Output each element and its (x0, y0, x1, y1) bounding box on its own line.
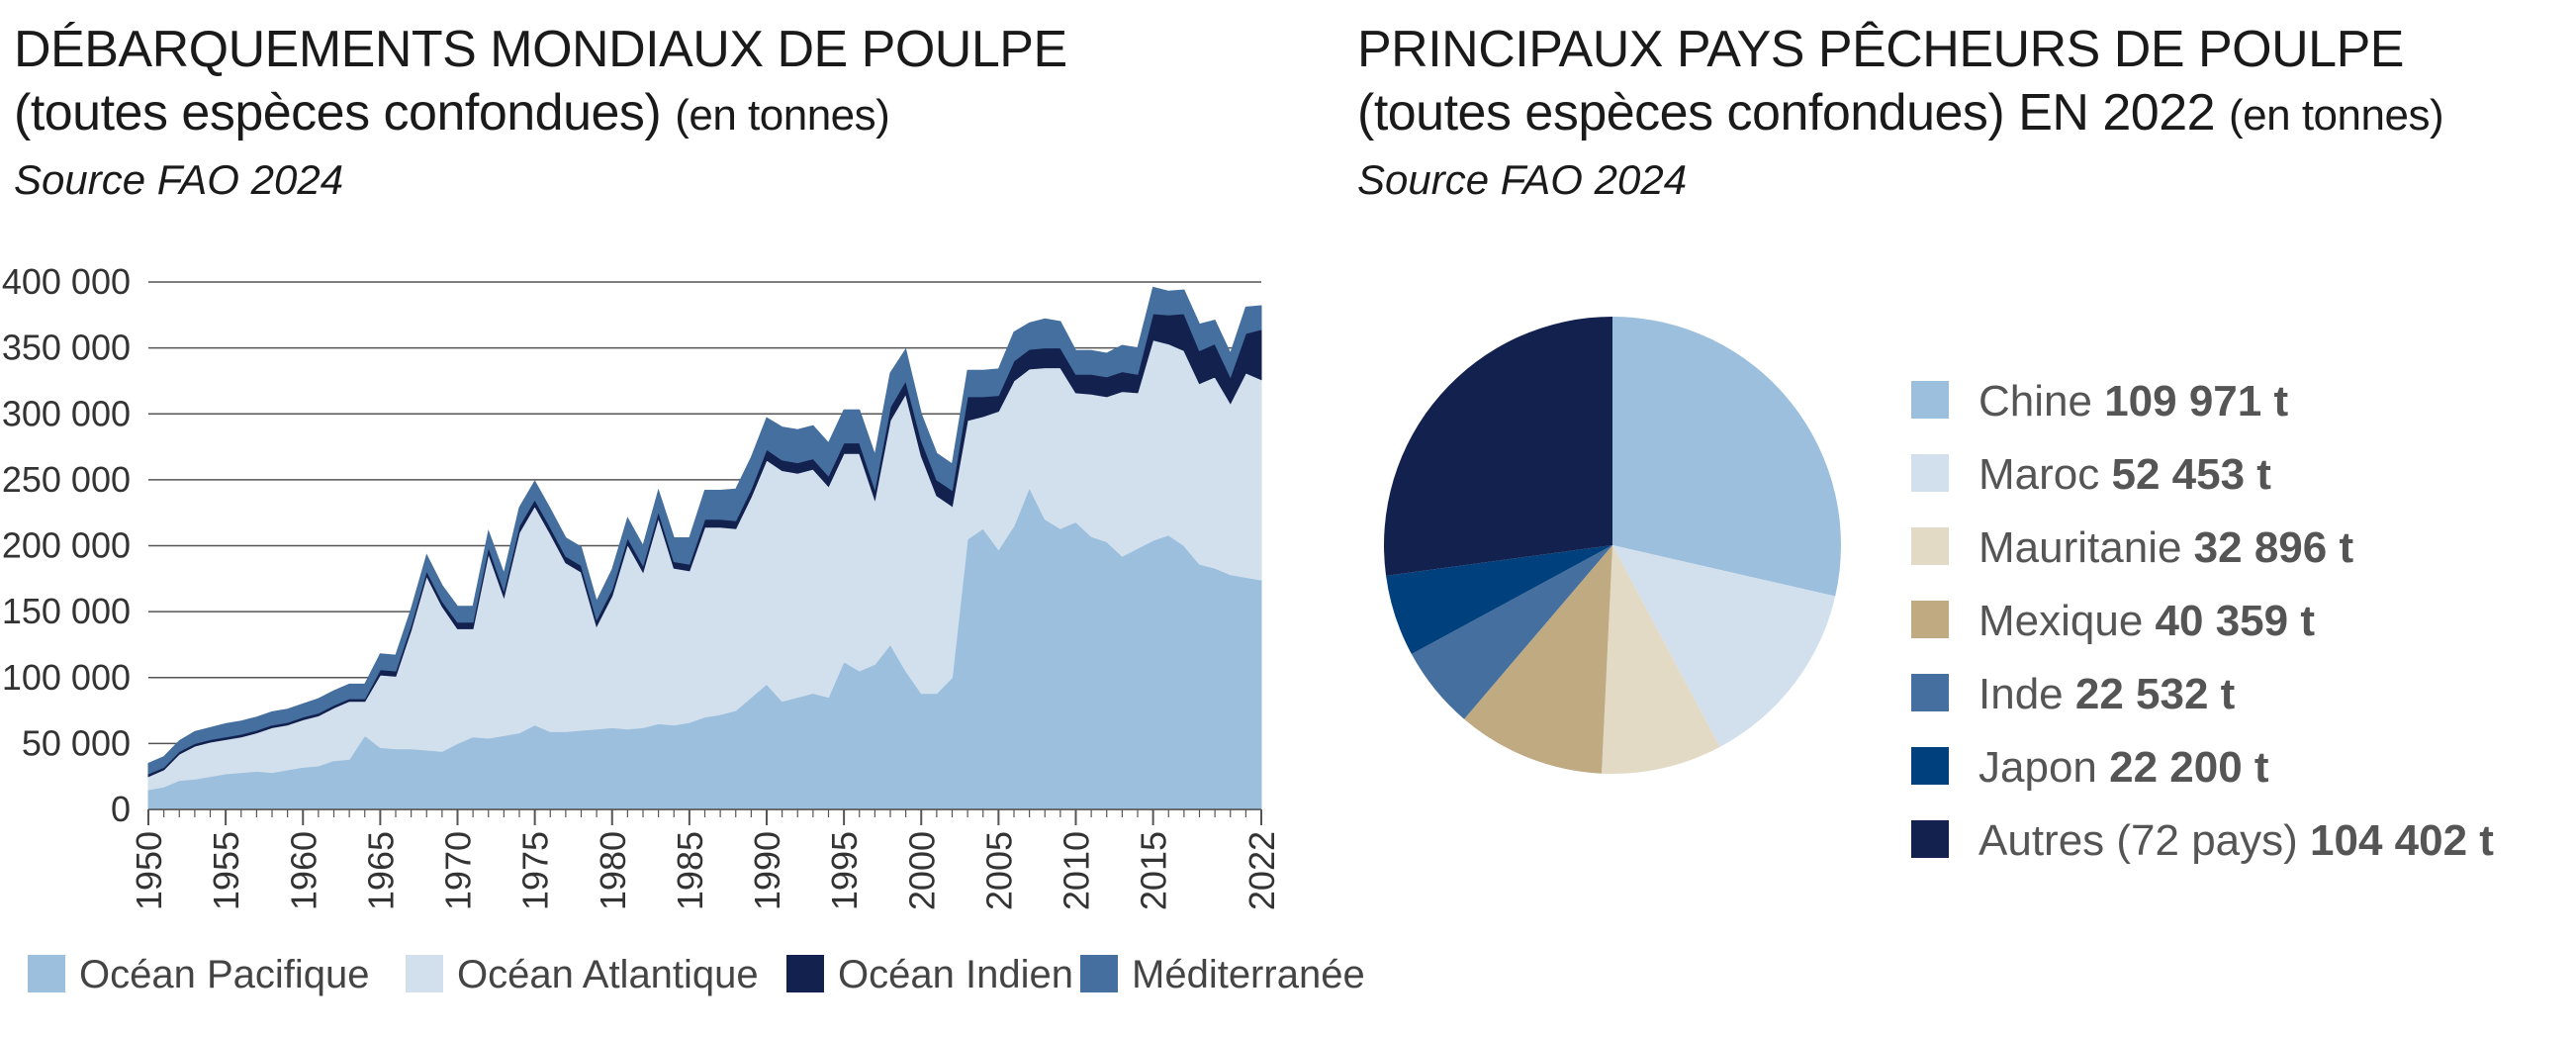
x-tick-label: 1970 (438, 831, 479, 910)
pie-legend-swatch (1911, 820, 1949, 858)
pie-legend-label: Autres (72 pays) 104 402 t (1978, 816, 2494, 865)
pie-slice-7 (1384, 317, 1612, 576)
pie-slice-4 (1464, 545, 1612, 774)
pie-legend-name: Mauritanie (1978, 523, 2194, 572)
area-series-4 (147, 286, 1262, 775)
pie-slice-6 (1386, 545, 1612, 655)
right-chart-title: PRINCIPAUX PAYS PÊCHEURS DE POULPE (tout… (1357, 18, 2444, 147)
y-tick-label: 150 000 (2, 591, 131, 631)
right-title-line1: PRINCIPAUX PAYS PÊCHEURS DE POULPE (1357, 21, 2404, 78)
pie-slice-5 (1411, 545, 1612, 719)
x-tick-label: 1975 (515, 831, 556, 910)
pie-legend-swatch (1911, 381, 1949, 419)
pie-legend-label: Japon 22 200 t (1978, 743, 2269, 792)
right-title-species: (toutes espèces confondues) EN 2022 (1357, 84, 2216, 141)
area-chart: 0 50 000 100 000 150 000 200 000 250 000 300 0… (2, 261, 1282, 910)
x-tick-label: 1965 (360, 831, 401, 910)
x-tick-label: 2005 (978, 831, 1019, 910)
pie-legend-name: Autres (72 pays) (1978, 816, 2310, 865)
right-source: Source FAO 2024 (1357, 156, 1688, 203)
y-tick-label: 200 000 (2, 525, 131, 566)
x-tick-label: 1985 (670, 831, 710, 910)
pie-legend-name: Inde (1978, 670, 2075, 718)
pie-chart (1384, 317, 1842, 775)
pie-legend-name: Chine (1978, 377, 2104, 425)
pie-legend-value: 52 453 t (2111, 450, 2271, 499)
x-tick-label: 2010 (1057, 831, 1097, 910)
pie-legend-name: Japon (1978, 743, 2109, 792)
x-tick-label: 1995 (824, 831, 865, 910)
left-chart-title: DÉBARQUEMENTS MONDIAUX DE POULPE (toutes… (14, 18, 1067, 147)
pie-legend-value: 22 532 t (2075, 670, 2236, 718)
x-tick-label: 1980 (593, 831, 633, 910)
x-tick-label: 2022 (1242, 831, 1282, 910)
right-title-unit: (en tonnes) (2229, 91, 2444, 140)
pie-legend-value: 40 359 t (2156, 597, 2316, 645)
pie-legend-label: Mauritanie 32 896 t (1978, 523, 2353, 572)
y-tick-label: 0 (111, 789, 131, 829)
y-tick-label: 250 000 (2, 459, 131, 500)
pie-legend-value: 22 200 t (2109, 743, 2269, 792)
x-tick-label: 1990 (747, 831, 787, 910)
pie-legend-value: 32 896 t (2194, 523, 2354, 572)
y-tick-label: 350 000 (2, 328, 131, 368)
pie-slice-1 (1612, 317, 1842, 597)
left-title-unit: (en tonnes) (675, 91, 890, 140)
pie-legend-name: Maroc (1978, 450, 2111, 499)
legend-label: Océan Atlantique (457, 953, 759, 996)
legend-label: Océan Indien (838, 953, 1073, 996)
pie-legend-label: Inde 22 532 t (1978, 670, 2236, 718)
x-tick-label: 1955 (206, 831, 246, 910)
x-tick-label: 2015 (1134, 831, 1174, 910)
pie-legend-label: Chine 109 971 t (1978, 377, 2288, 425)
pie-legend-swatch (1911, 747, 1949, 785)
legend-swatch (786, 955, 824, 992)
legend-swatch (1080, 955, 1118, 992)
right-title-line2: (toutes espèces confondues) EN 2022 (en … (1357, 81, 2444, 147)
y-tick-label: 50 000 (22, 722, 131, 763)
left-title-species: (toutes espèces confondues) (14, 84, 662, 141)
pie-legend-value: 109 971 t (2104, 377, 2288, 425)
pie-legend-label: Maroc 52 453 t (1978, 450, 2271, 499)
y-tick-label: 400 000 (2, 261, 131, 302)
legend-swatch (28, 955, 65, 992)
legend-swatch (406, 955, 443, 992)
pie-chart-legend: Chine 109 971 t Maroc 52 453 t Mauritanie … (1911, 377, 2494, 865)
left-title-line2: (toutes espèces confondues) (en tonnes) (14, 81, 1067, 147)
left-source: Source FAO 2024 (14, 156, 344, 203)
pie-slice-2 (1612, 545, 1836, 747)
y-tick-label: 300 000 (2, 393, 131, 433)
legend-label: Méditerranée (1132, 953, 1365, 996)
pie-legend-swatch (1911, 527, 1949, 565)
pie-legend-label: Mexique 40 359 t (1978, 597, 2315, 645)
x-tick-label: 1960 (283, 831, 323, 910)
pie-legend-name: Mexique (1978, 597, 2156, 645)
area-chart-legend: Océan Pacifique Océan Atlantique Océan Ind… (28, 953, 1365, 996)
pie-slice-3 (1602, 545, 1720, 775)
pie-legend-value: 104 402 t (2310, 816, 2494, 865)
left-title-line1: DÉBARQUEMENTS MONDIAUX DE POULPE (14, 21, 1067, 78)
y-tick-label: 100 000 (2, 657, 131, 698)
x-tick-label: 1950 (129, 831, 169, 910)
pie-legend-swatch (1911, 674, 1949, 711)
pie-legend-swatch (1911, 454, 1949, 492)
pie-legend-swatch (1911, 601, 1949, 638)
legend-label: Océan Pacifique (79, 953, 370, 996)
x-tick-label: 2000 (901, 831, 942, 910)
